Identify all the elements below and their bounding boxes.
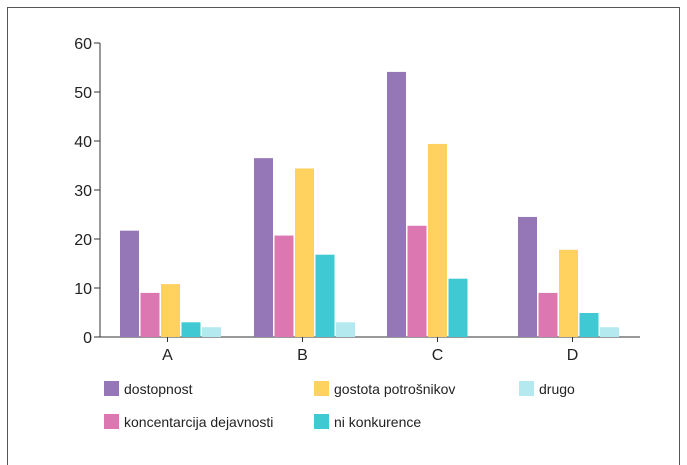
bar-koncentarcija-dejavnosti-B — [274, 235, 294, 337]
bar-koncentarcija-dejavnosti-A — [140, 292, 160, 337]
legend-item: dostopnost — [104, 381, 193, 397]
y-tick-label: 30 — [74, 183, 92, 200]
y-tick-label: 10 — [74, 281, 92, 298]
bar-gostota-potrošnikov-A — [161, 284, 180, 337]
legend-label: gostota potrošnikov — [334, 381, 455, 397]
plot-area: 0 10 20 30 40 50 60 A B C D — [74, 36, 640, 364]
y-tick-label: 50 — [74, 85, 92, 102]
legend-item: drugo — [519, 381, 575, 397]
chart-border — [7, 7, 680, 465]
legend-swatch — [519, 381, 534, 396]
x-tick-label: A — [162, 347, 173, 364]
bar-dostopnost-D — [518, 216, 537, 337]
legend-label: ni konkurence — [334, 414, 421, 430]
bar-ni-konkurence-D — [579, 312, 599, 337]
bar-drugo-B — [336, 322, 355, 337]
y-tick-label: 60 — [74, 36, 92, 53]
x-tick-label: B — [297, 347, 308, 364]
legend: dostopnost koncentarcija dejavnosti gostot… — [104, 381, 575, 430]
bar-koncentarcija-dejavnosti-C — [407, 225, 427, 337]
legend-swatch — [314, 381, 329, 396]
x-tick-label: C — [432, 347, 444, 364]
legend-item: gostota potrošnikov — [314, 381, 455, 397]
bar-ni-konkurence-A — [181, 322, 201, 337]
legend-swatch — [104, 414, 119, 429]
bar-drugo-D — [600, 327, 619, 337]
bar-dostopnost-A — [120, 230, 139, 337]
legend-item: koncentarcija dejavnosti — [104, 414, 273, 430]
bar-dostopnost-B — [254, 158, 273, 337]
legend-item: ni konkurence — [314, 414, 421, 430]
x-tick-label: D — [567, 347, 579, 364]
bar-gostota-potrošnikov-B — [295, 168, 314, 337]
legend-label: koncentarcija dejavnosti — [124, 414, 273, 430]
y-tick-label: 20 — [74, 232, 92, 249]
legend-swatch — [314, 414, 329, 429]
bar-gostota-potrošnikov-D — [559, 249, 578, 337]
bar-ni-konkurence-B — [315, 254, 335, 337]
y-tick-label: 0 — [83, 330, 92, 347]
bar-dostopnost-C — [387, 71, 406, 337]
bar-koncentarcija-dejavnosti-D — [538, 292, 558, 337]
bar-ni-konkurence-C — [448, 278, 468, 337]
legend-swatch — [104, 381, 119, 396]
y-tick-label: 40 — [74, 134, 92, 151]
bar-drugo-A — [202, 327, 221, 337]
bar-gostota-potrošnikov-C — [428, 143, 447, 337]
legend-label: drugo — [539, 381, 575, 397]
legend-label: dostopnost — [124, 381, 193, 397]
